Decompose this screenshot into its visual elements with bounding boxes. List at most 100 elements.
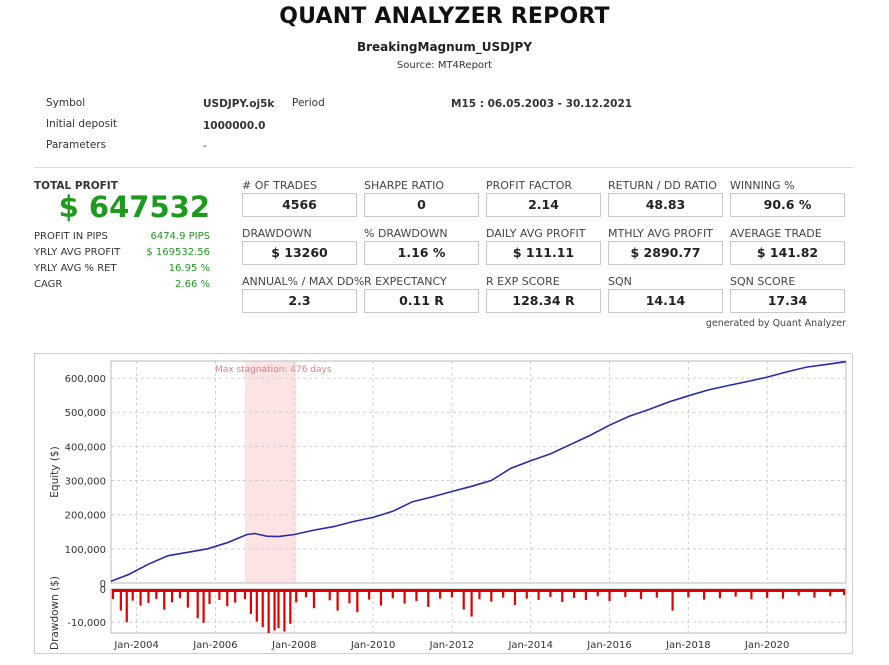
equity-y-axis-label: Equity ($) bbox=[49, 446, 61, 497]
equity-y-tick-label: 100,000 bbox=[65, 545, 106, 556]
drawdown-bar bbox=[226, 589, 229, 607]
drawdown-bar bbox=[829, 589, 832, 597]
x-tick-label: Jan-2004 bbox=[113, 640, 158, 651]
equity-y-tick-label: 500,000 bbox=[65, 408, 106, 419]
drawdown-bar bbox=[391, 589, 394, 599]
drawdown-bar bbox=[766, 589, 769, 598]
drawdown-bar bbox=[277, 589, 280, 629]
metric-value: 48.83 bbox=[608, 193, 723, 217]
metric-label: SHARPE RATIO bbox=[364, 179, 444, 192]
metric-label: MTHLY AVG PROFIT bbox=[608, 227, 713, 240]
drawdown-bar bbox=[462, 589, 465, 610]
stat-value: 16.95 % bbox=[168, 263, 210, 274]
drawdown-bar bbox=[561, 589, 564, 602]
x-tick-label: Jan-2006 bbox=[192, 640, 237, 651]
drawdown-bar bbox=[186, 589, 189, 608]
drawdown-bar bbox=[289, 589, 292, 624]
drawdown-bar bbox=[125, 589, 128, 623]
metric-label: DRAWDOWN bbox=[242, 227, 312, 240]
drawdown-bar bbox=[249, 589, 253, 614]
metric-value: $ 13260 bbox=[242, 241, 357, 265]
drawdown-bar bbox=[537, 589, 540, 600]
drawdown-bar bbox=[549, 589, 552, 597]
drawdown-bar bbox=[155, 589, 158, 599]
drawdown-y-axis-label: Drawdown ($) bbox=[49, 576, 61, 650]
drawdown-bar bbox=[734, 589, 737, 597]
metric-value: 0.11 R bbox=[364, 289, 479, 313]
stat-label: YRLY AVG % RET bbox=[34, 263, 117, 274]
drawdown-bar bbox=[243, 589, 247, 599]
metric-label: % DRAWDOWN bbox=[364, 227, 448, 240]
drawdown-bar bbox=[450, 589, 453, 598]
metric-value: $ 2890.77 bbox=[608, 241, 723, 265]
stagnation-annotation: Max stagnation: 476 days bbox=[215, 365, 332, 375]
drawdown-bar bbox=[478, 589, 481, 600]
drawdown-bar bbox=[513, 589, 517, 605]
drawdown-bar bbox=[139, 589, 142, 606]
drawdown-bar bbox=[147, 589, 150, 603]
drawdown-bar bbox=[336, 589, 339, 611]
metric-value: 17.34 bbox=[730, 289, 845, 313]
drawdown-bar bbox=[427, 589, 430, 607]
drawdown-bar bbox=[304, 589, 308, 598]
x-tick-label: Jan-2010 bbox=[350, 640, 395, 651]
drawdown-bar bbox=[415, 589, 418, 601]
drawdown-bar bbox=[797, 589, 800, 596]
report-title: QUANT ANALYZER REPORT bbox=[279, 4, 610, 29]
drawdown-bar bbox=[608, 589, 611, 601]
metric-value: 128.34 R bbox=[486, 289, 601, 313]
drawdown-bar bbox=[255, 589, 258, 622]
chart-frame bbox=[34, 353, 853, 654]
equity-y-tick-label: 400,000 bbox=[65, 442, 106, 453]
x-tick-label: Jan-2016 bbox=[586, 640, 631, 651]
metric-value: 0 bbox=[364, 193, 479, 217]
drawdown-bar bbox=[178, 589, 182, 599]
deposit-label: Initial deposit bbox=[46, 118, 118, 130]
parameters-value: - bbox=[203, 140, 207, 152]
drawdown-bar bbox=[119, 589, 122, 611]
drawdown-bar bbox=[438, 589, 442, 599]
equity-plot-area bbox=[110, 360, 847, 584]
metric-label: R EXP SCORE bbox=[486, 275, 560, 288]
metric-value: 14.14 bbox=[608, 289, 723, 313]
symbol-value: USDJPY.oj5k bbox=[203, 98, 275, 110]
metric-label: ANNUAL% / MAX DD% bbox=[242, 275, 365, 288]
equity-y-tick-label: 300,000 bbox=[65, 477, 106, 488]
metric-value: 90.6 % bbox=[730, 193, 845, 217]
drawdown-bar bbox=[295, 589, 298, 603]
drawdown-bar bbox=[202, 589, 205, 623]
x-tick-label: Jan-2020 bbox=[744, 640, 789, 651]
drawdown-bar bbox=[261, 589, 264, 628]
x-tick-label: Jan-2018 bbox=[665, 640, 710, 651]
metric-value: 2.3 bbox=[242, 289, 357, 313]
drawdown-bar bbox=[356, 589, 359, 613]
stat-value: $ 169532.56 bbox=[146, 247, 210, 258]
drawdown-bar bbox=[813, 589, 816, 598]
drawdown-bar bbox=[781, 589, 785, 599]
drawdown-bar bbox=[234, 589, 237, 603]
metric-value: 1.16 % bbox=[364, 241, 479, 265]
drawdown-bar bbox=[842, 589, 846, 595]
drawdown-y-tick-label: 0 bbox=[100, 585, 106, 596]
drawdown-bar bbox=[639, 589, 643, 599]
drawdown-bar bbox=[163, 589, 166, 610]
drawdown-bar bbox=[750, 589, 753, 600]
drawdown-bar bbox=[312, 589, 316, 609]
equity-y-tick-label: 0 bbox=[100, 579, 106, 590]
drawdown-bar bbox=[525, 589, 528, 599]
deposit-value: 1000000.0 bbox=[203, 120, 266, 132]
drawdown-bar bbox=[584, 589, 587, 600]
drawdown-bar bbox=[218, 589, 221, 600]
metric-value: 2.14 bbox=[486, 193, 601, 217]
x-tick-label: Jan-2014 bbox=[507, 640, 552, 651]
section-divider bbox=[34, 167, 854, 168]
total-profit-value: $ 647532 bbox=[58, 190, 210, 224]
drawdown-bar bbox=[502, 589, 505, 598]
period-value: M15 : 06.05.2003 - 30.12.2021 bbox=[451, 98, 633, 110]
metric-label: SQN bbox=[608, 275, 632, 288]
stat-label: PROFIT IN PIPS bbox=[34, 231, 108, 242]
drawdown-bar bbox=[328, 589, 331, 601]
generated-by-note: generated by Quant Analyzer bbox=[705, 318, 846, 329]
drawdown-bar bbox=[572, 589, 576, 598]
